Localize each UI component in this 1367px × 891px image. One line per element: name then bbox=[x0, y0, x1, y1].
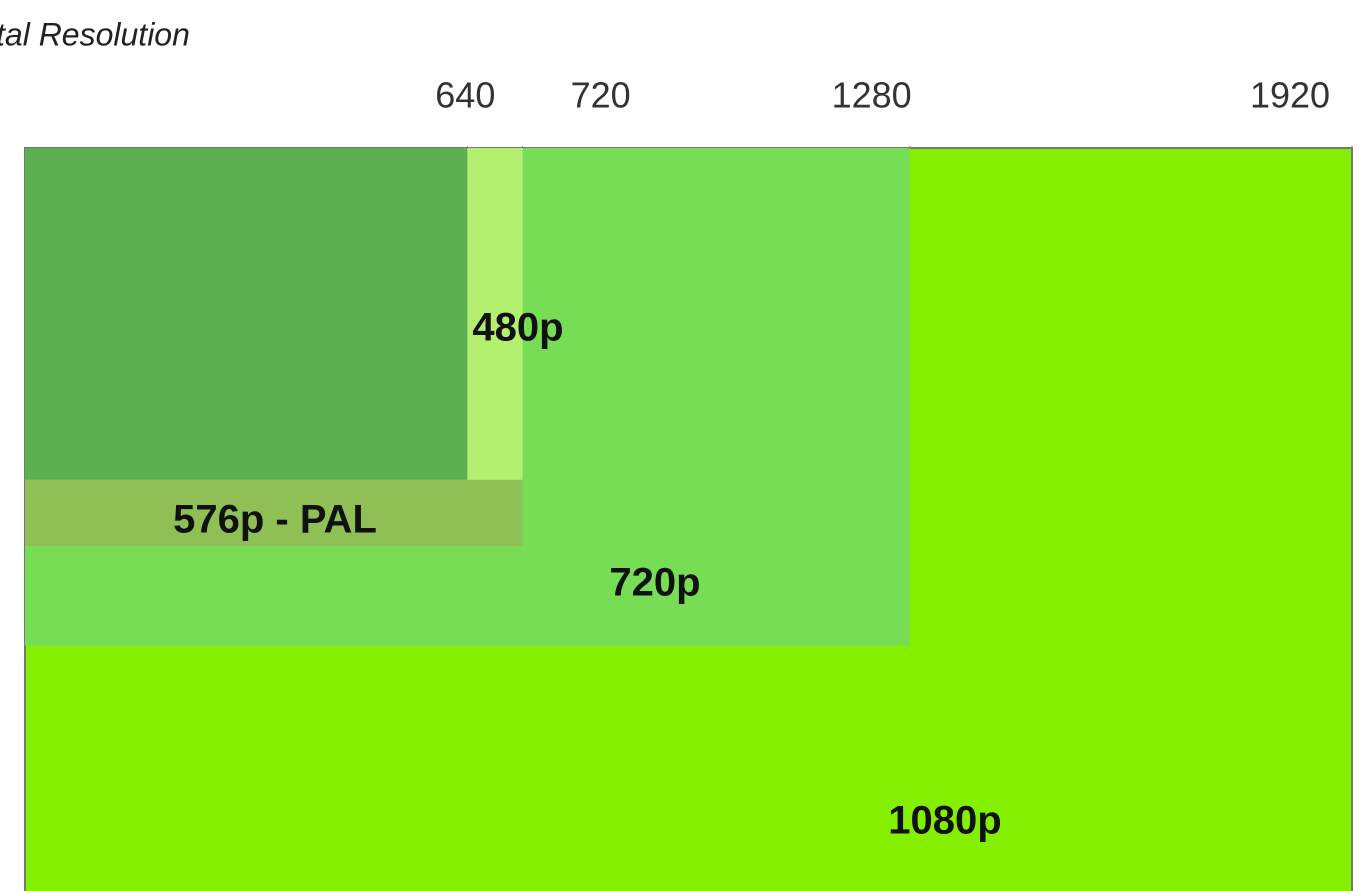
x-tick-label: 1920 bbox=[1250, 75, 1330, 116]
area-label: 720p bbox=[609, 561, 700, 605]
axis-title: tal Resolution bbox=[0, 16, 190, 52]
area-label: 576p - PAL bbox=[173, 498, 377, 542]
area-label: 1080p bbox=[888, 799, 1001, 843]
resolution-area bbox=[25, 148, 468, 480]
x-tick-label: 640 bbox=[435, 75, 495, 116]
area-label: 480p bbox=[472, 306, 563, 350]
x-tick-label: 1280 bbox=[832, 75, 912, 116]
x-tick-label: 720 bbox=[571, 75, 631, 116]
